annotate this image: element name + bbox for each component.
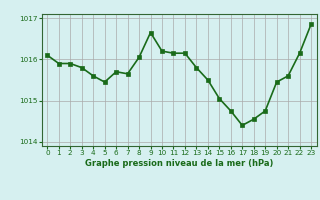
X-axis label: Graphe pression niveau de la mer (hPa): Graphe pression niveau de la mer (hPa) — [85, 159, 273, 168]
